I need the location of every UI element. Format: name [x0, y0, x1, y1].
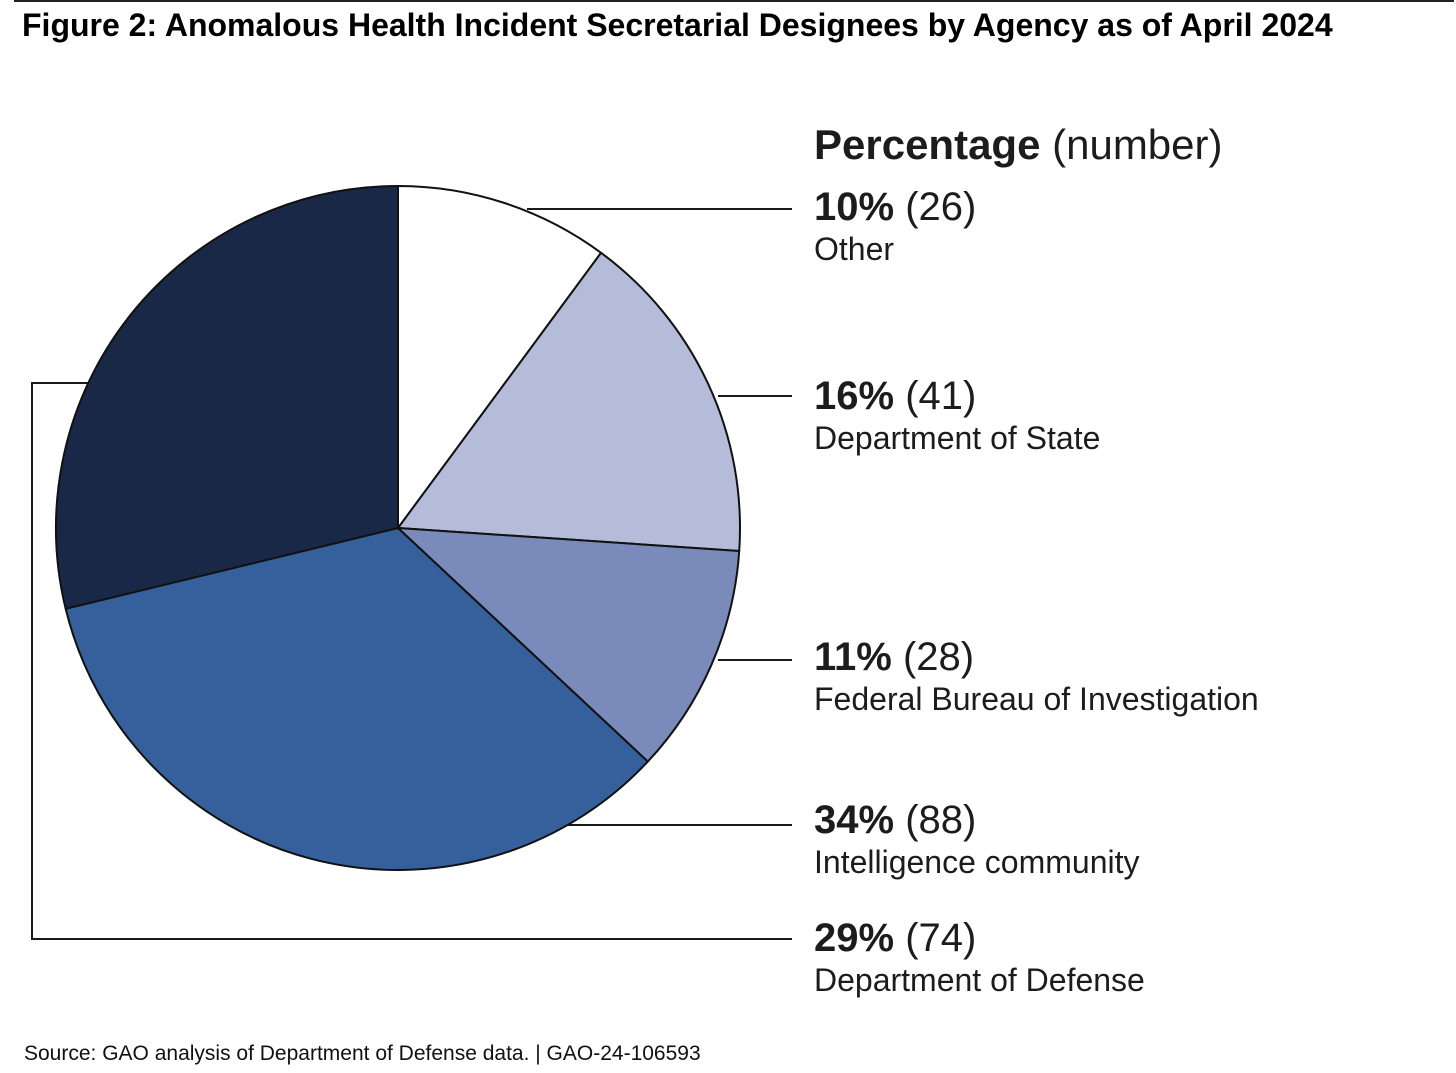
legend-percent: 34%: [814, 798, 895, 842]
pie-slice-fbi: [397, 527, 741, 763]
legend-item-intelligence: 34% (88) Intelligence community: [814, 796, 1139, 882]
pie-slice-state: [397, 251, 741, 552]
legend-label: Federal Bureau of Investigation: [814, 681, 1259, 717]
figure-title: Figure 2: Anomalous Health Incident Secr…: [22, 7, 1333, 43]
legend-item-state: 16% (41) Department of State: [814, 372, 1100, 458]
pie-slice-defense: [55, 185, 399, 610]
leader-line-defense: [31, 382, 792, 940]
legend-percent: 29%: [814, 916, 895, 960]
legend-percent: 11%: [814, 635, 892, 679]
legend-item-defense: 29% (74) Department of Defense: [814, 914, 1145, 1000]
legend-count: (41): [905, 374, 977, 418]
legend-item-fbi: 11% (28) Federal Bureau of Investigation: [814, 633, 1259, 719]
top-rule: [14, 0, 1454, 2]
legend-label: Intelligence community: [814, 844, 1140, 880]
legend-item-other: 10% (26) Other: [814, 183, 976, 269]
legend-header: Percentage (number): [814, 118, 1223, 172]
legend-header-bold: Percentage: [814, 121, 1041, 168]
legend-count: (74): [905, 916, 977, 960]
legend-label: Department of State: [814, 420, 1101, 456]
source-note: Source: GAO analysis of Department of De…: [24, 1042, 701, 1065]
legend-count: (26): [905, 185, 977, 229]
legend-percent: 10%: [814, 185, 895, 229]
legend-label: Department of Defense: [814, 962, 1145, 998]
pie-slice-other: [397, 185, 603, 529]
legend-count: (28): [902, 635, 975, 679]
legend-header-rest: (number): [1040, 121, 1223, 168]
legend-label: Other: [814, 231, 895, 267]
legend-count: (88): [905, 798, 977, 842]
legend-percent: 16%: [814, 374, 895, 418]
pie-slice-intelligence: [64, 527, 649, 871]
